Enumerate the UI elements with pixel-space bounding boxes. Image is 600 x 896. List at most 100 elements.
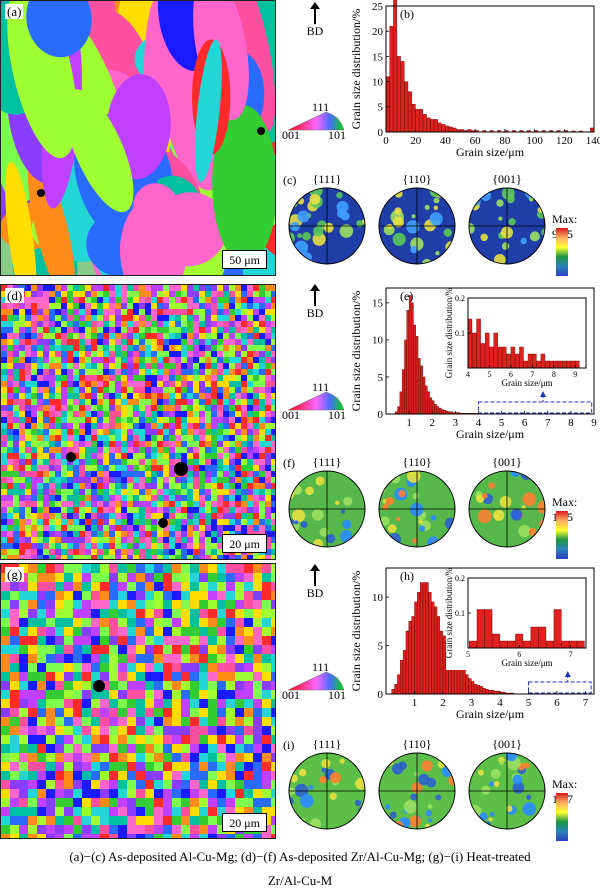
histogram-bar — [397, 674, 401, 695]
histogram-bar — [488, 689, 492, 695]
pole-figure-title: {001} — [492, 172, 522, 186]
histogram-bar — [437, 616, 441, 695]
histogram-bar — [415, 335, 419, 415]
histogram-bar — [422, 376, 426, 415]
histogram-bar — [415, 109, 420, 133]
histogram-bar — [404, 339, 407, 415]
grain-size-chart-b: 0 20 40 60 80 100 120 140 0 5 10 15 20 25 Grain size/μ… — [352, 0, 600, 159]
histogram-bar — [391, 688, 395, 695]
histogram-bar — [404, 81, 409, 133]
x-axis-label: Grain size/μm — [456, 707, 525, 721]
ipf-label-101: 101 — [328, 688, 346, 702]
panel-label: (b) — [400, 7, 414, 21]
histogram-bar — [493, 332, 498, 369]
x-tick-label: 0 — [383, 135, 389, 147]
histogram-bar — [422, 582, 426, 695]
ipf-key: 111 001 101 — [282, 380, 352, 422]
histogram-bar — [394, 684, 398, 695]
plot-frame — [385, 287, 595, 415]
pole-figure — [469, 753, 545, 829]
x-tick-label: 1 — [412, 697, 418, 709]
histogram-bar — [426, 117, 431, 133]
x-tick-label: 6 — [517, 650, 521, 659]
histogram-bar — [465, 674, 469, 695]
panel-label: (e) — [400, 289, 413, 303]
histogram-bar — [562, 360, 567, 369]
histogram-bar — [479, 686, 483, 695]
histogram-bar — [557, 360, 563, 369]
build-direction: BD — [300, 284, 330, 321]
zoom-region-box — [477, 401, 593, 414]
pole-figure — [289, 753, 365, 829]
figure-caption-line-2: Zr/Al-Cu-M — [267, 873, 333, 888]
pole-figure-set: {111} {110} {001} (i) — [283, 737, 546, 830]
x-tick-label: 7 — [530, 370, 534, 379]
panel-label: (i) — [283, 738, 294, 752]
y-tick-label: 0 — [378, 127, 384, 139]
histogram-bar — [389, 25, 394, 133]
histogram-bar — [476, 685, 480, 695]
pole-figure-title: {001} — [492, 737, 522, 751]
arrow-up-icon — [310, 284, 320, 306]
ipf-triangle-icon — [287, 392, 345, 411]
histogram-bar — [443, 410, 446, 415]
histogram-bar — [502, 346, 507, 369]
ipf-label-001: 001 — [282, 128, 300, 142]
pole-figure-title: {001} — [492, 455, 522, 469]
x-tick-label: 100 — [526, 135, 543, 147]
pole-figure — [379, 753, 455, 829]
y-tick-label: 0 — [378, 689, 384, 701]
histogram-bar — [510, 346, 516, 369]
histogram-bar — [408, 91, 412, 133]
histogram-bar — [397, 406, 400, 415]
bd-label: BD — [306, 24, 324, 38]
histogram-bar — [472, 332, 477, 369]
histogram-bar — [400, 61, 405, 133]
x-tick-label: 120 — [556, 135, 573, 147]
x-tick-label: 7 — [545, 417, 551, 429]
histogram-bar — [497, 346, 503, 369]
x-tick-label: 8 — [568, 417, 574, 429]
pole-figure-title: {111} — [313, 737, 342, 751]
x-tick-label: 4 — [476, 417, 482, 429]
histogram-bar — [437, 122, 442, 133]
y-tick-label: 20 — [372, 26, 384, 38]
histogram-bar — [436, 406, 440, 415]
histogram-bar — [438, 407, 442, 415]
ipf-label-111: 111 — [312, 660, 330, 674]
scale-bar: 20 μm — [222, 813, 267, 832]
histogram-bar — [553, 360, 559, 369]
orientation-map — [1, 564, 275, 838]
histogram-bar — [418, 358, 421, 415]
histogram-bar — [536, 360, 541, 369]
histogram-bar — [411, 104, 416, 133]
histogram-bar — [400, 659, 403, 695]
pole-figure-title: {110} — [402, 172, 431, 186]
histogram-bar — [480, 343, 486, 369]
histogram-bar — [485, 688, 489, 695]
histogram-bar — [492, 633, 500, 649]
color-scale-bar — [556, 793, 568, 841]
pole-figure-set: {111} {110} {001} (f) — [283, 455, 546, 548]
histogram-bar — [414, 601, 418, 695]
y-tick-label: 0.1 — [455, 329, 465, 338]
histogram-bar — [553, 609, 562, 649]
y-tick-label: 0.1 — [455, 609, 465, 618]
build-direction: BD — [300, 564, 330, 601]
pole-figure-set: {111} {110} {001} (c) — [283, 172, 546, 265]
x-tick-label: 7 — [569, 650, 573, 659]
zoom-region-box — [527, 681, 592, 694]
y-tick-label: 0.2 — [455, 574, 465, 583]
histogram-bar — [489, 346, 494, 369]
arrow-up-icon — [310, 564, 320, 586]
histogram-bar — [476, 609, 485, 649]
histogram-bar — [484, 332, 490, 369]
x-tick-label: 6 — [509, 370, 513, 379]
histogram-bar — [507, 640, 516, 649]
histogram-bar — [408, 295, 412, 415]
histogram-bar — [570, 360, 576, 369]
histogram-bar — [401, 369, 405, 415]
histogram-bar — [467, 318, 473, 369]
panel-label: (d) — [5, 288, 25, 303]
y-tick-label: 5 — [378, 640, 384, 652]
